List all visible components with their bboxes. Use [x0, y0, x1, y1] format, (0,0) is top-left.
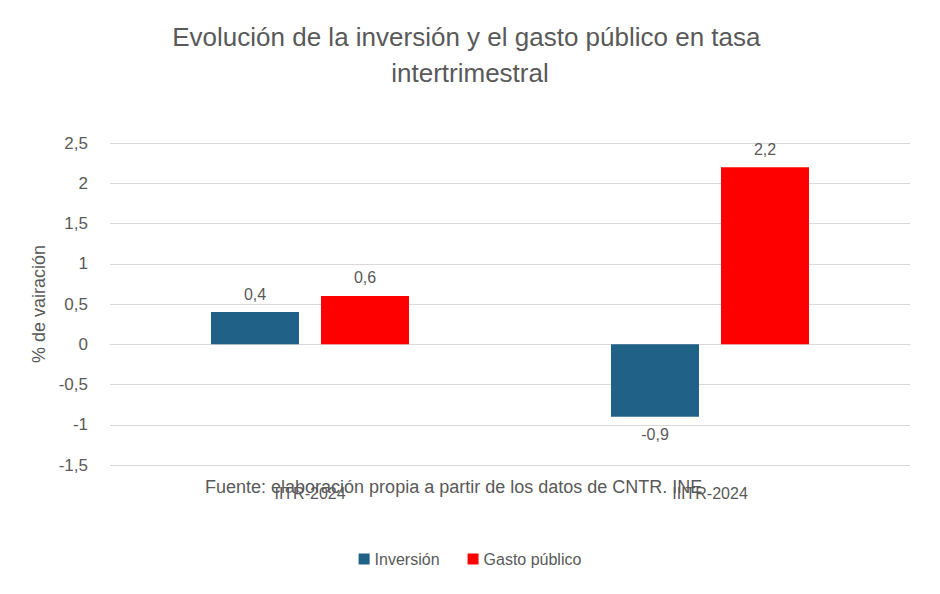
svg-text:% de vairación: % de vairación: [29, 245, 49, 363]
svg-text:1: 1: [79, 254, 88, 273]
svg-text:2,2: 2,2: [754, 141, 776, 158]
svg-text:0: 0: [79, 335, 88, 354]
svg-text:Gasto público: Gasto público: [484, 551, 582, 568]
svg-text:-1: -1: [73, 415, 88, 434]
svg-text:2,5: 2,5: [64, 134, 88, 153]
svg-text:Evolución de la inversión y el: Evolución de la inversión y el gasto púb…: [172, 22, 767, 52]
svg-text:2: 2: [79, 174, 88, 193]
svg-text:1,5: 1,5: [64, 214, 88, 233]
svg-text:-1,5: -1,5: [59, 456, 88, 475]
svg-text:-0,5: -0,5: [59, 375, 88, 394]
svg-text:Inversión: Inversión: [375, 551, 440, 568]
svg-text:0,6: 0,6: [354, 269, 376, 286]
svg-text:IITR-2024: IITR-2024: [274, 485, 345, 502]
svg-text:0,4: 0,4: [244, 286, 266, 303]
svg-text:Fuente: elaboración propia a p: Fuente: elaboración propia a partir de l…: [205, 477, 703, 497]
svg-text:IIITR-2024: IIITR-2024: [672, 485, 748, 502]
svg-text:intertrimestral: intertrimestral: [391, 58, 548, 88]
svg-text:0,5: 0,5: [64, 295, 88, 314]
svg-text:-0,9: -0,9: [641, 426, 669, 443]
